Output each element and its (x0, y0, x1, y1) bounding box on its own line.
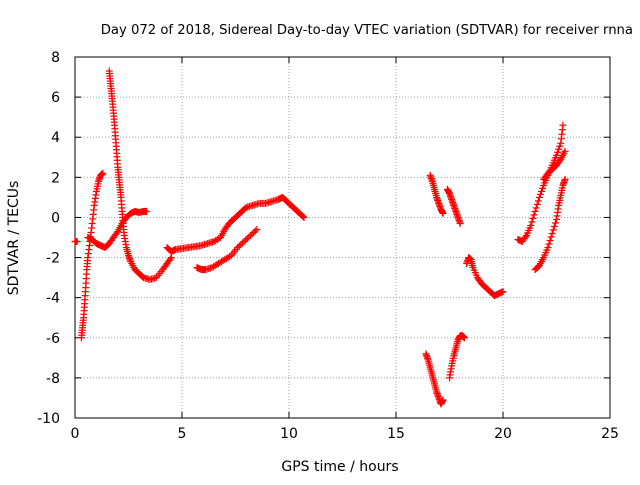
data-point-12 (559, 121, 567, 129)
data-point-6 (243, 235, 251, 243)
data-point-12 (535, 193, 543, 201)
data-point-13 (544, 244, 552, 252)
x-axis-label: GPS time / hours (281, 459, 398, 475)
data-point-12 (538, 187, 546, 195)
data-point-6 (245, 233, 253, 241)
data-point-14 (561, 147, 569, 155)
data-point-1 (73, 238, 81, 246)
data-point-5 (299, 212, 307, 220)
data-point-6 (248, 230, 256, 238)
data-point-6 (237, 241, 245, 249)
data-point-3 (143, 207, 151, 215)
data-point-12 (553, 151, 560, 159)
data-point-7 (439, 396, 447, 404)
data-point-6 (235, 242, 243, 250)
data-point-5 (300, 213, 308, 221)
y-tick-label: 2 (51, 170, 60, 186)
grid-lines (75, 57, 610, 418)
data-point-4 (167, 254, 175, 262)
data-point-12 (556, 142, 564, 150)
data-point-12 (539, 184, 547, 192)
data-point-6 (253, 225, 261, 233)
data-point-6 (240, 238, 248, 246)
y-tick-label: 6 (51, 90, 60, 106)
data-point-8 (439, 209, 447, 217)
data-point-13 (561, 175, 569, 183)
data-point-12 (527, 221, 535, 229)
data-point-6 (234, 244, 242, 252)
data-point-12 (530, 211, 538, 219)
plot-frame (74, 56, 611, 419)
y-tick-label: -2 (46, 251, 60, 267)
x-tick-label: 20 (494, 426, 512, 442)
chart-title: Day 072 of 2018, Sidereal Day-to-day VTE… (101, 23, 633, 38)
data-point-12 (555, 145, 563, 153)
data-point-4 (166, 255, 174, 263)
data-point-6 (246, 231, 254, 239)
data-point-11 (499, 288, 507, 296)
data-point-3 (113, 229, 121, 237)
data-point-2 (99, 169, 107, 177)
data-point-13 (550, 222, 558, 230)
data-point-14 (556, 157, 564, 165)
data-point-12 (531, 207, 539, 215)
data-point-13 (546, 237, 554, 245)
data-point-12 (521, 233, 529, 241)
data-point-12 (528, 218, 536, 226)
y-tick-label: 8 (51, 50, 60, 66)
x-tick-label: 10 (280, 426, 298, 442)
y-tick-label: 4 (51, 130, 60, 146)
y-tick-label: -8 (46, 371, 60, 387)
data-point-12 (534, 197, 542, 205)
data-point-13 (545, 240, 553, 248)
data-point-6 (242, 236, 250, 244)
x-tick-label: 5 (178, 426, 187, 442)
data-point-13 (551, 219, 559, 227)
x-tick-label: 25 (601, 426, 619, 442)
data-point-6 (250, 228, 258, 236)
x-tick-label: 15 (387, 426, 405, 442)
data-point-13 (549, 226, 557, 234)
data-point-9 (460, 334, 468, 342)
data-point-12 (533, 200, 541, 208)
data-point-12 (532, 204, 540, 212)
data-point-13 (548, 229, 556, 237)
data-point-6 (238, 239, 246, 247)
data-point-6 (251, 227, 259, 235)
y-axis-label: SDTVAR / TECUs (6, 181, 22, 296)
data-point-12 (554, 148, 562, 156)
data-point-12 (536, 190, 544, 198)
y-tick-label: -4 (46, 291, 60, 307)
x-tick-label: 0 (71, 426, 80, 442)
data-point-6 (226, 253, 234, 261)
data-point-10 (456, 219, 464, 227)
data-point-13 (547, 233, 555, 241)
y-tick-label: -10 (37, 411, 60, 427)
data-point-12 (529, 214, 537, 222)
y-tick-label: 0 (51, 210, 60, 226)
data-points (71, 67, 569, 408)
y-tick-label: -6 (46, 331, 60, 347)
axis-ticks: 0 5 10 15 20 25 -10 -8 -6 -4 -2 0 2 4 6 8 (37, 50, 619, 442)
